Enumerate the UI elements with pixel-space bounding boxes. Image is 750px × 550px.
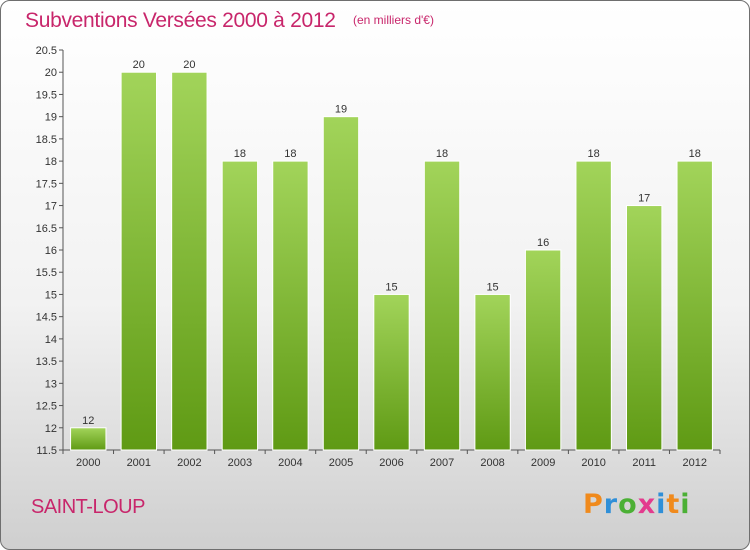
x-tick-label: 2001 bbox=[127, 457, 151, 469]
y-tick-label: 20 bbox=[45, 67, 57, 79]
y-tick-label: 17.5 bbox=[36, 178, 57, 190]
bar bbox=[70, 427, 107, 451]
x-tick-label: 2010 bbox=[581, 457, 605, 469]
data-label: 20 bbox=[133, 59, 145, 71]
data-label: 18 bbox=[436, 148, 448, 160]
bar bbox=[272, 160, 309, 451]
y-tick-label: 18.5 bbox=[36, 134, 57, 146]
y-tick-label: 14.5 bbox=[36, 312, 57, 324]
data-label: 19 bbox=[335, 104, 347, 116]
data-label: 18 bbox=[689, 148, 701, 160]
chart-subtitle: (en milliers d'€) bbox=[353, 13, 434, 27]
x-tick-label: 2006 bbox=[379, 457, 403, 469]
bar bbox=[524, 249, 562, 451]
data-label: 18 bbox=[588, 148, 600, 160]
bar bbox=[676, 160, 713, 451]
y-tick-label: 18 bbox=[45, 156, 57, 168]
data-label: 17 bbox=[638, 193, 650, 205]
commune-name: SAINT-LOUP bbox=[31, 496, 145, 518]
data-label: 20 bbox=[183, 59, 195, 71]
brand-letter: o bbox=[618, 489, 638, 520]
x-tick-label: 2009 bbox=[531, 457, 555, 469]
bar bbox=[626, 205, 663, 451]
y-tick-label: 19.5 bbox=[36, 89, 57, 101]
y-tick-label: 16 bbox=[45, 245, 57, 257]
y-tick-label: 11.5 bbox=[36, 445, 57, 457]
y-tick-label: 12 bbox=[45, 423, 57, 435]
x-tick-label: 2012 bbox=[682, 457, 706, 469]
bar bbox=[171, 71, 208, 451]
brand-letter: P bbox=[583, 489, 604, 520]
y-tick-label: 15.5 bbox=[36, 267, 57, 279]
data-label: 15 bbox=[385, 281, 397, 293]
x-tick-label: 2000 bbox=[76, 457, 100, 469]
y-tick-label: 12.5 bbox=[36, 401, 57, 413]
brand-letter: x bbox=[637, 489, 657, 520]
x-tick-label: 2007 bbox=[430, 457, 454, 469]
data-label: 16 bbox=[537, 237, 549, 249]
brand-logo: Proxiti bbox=[583, 489, 691, 520]
x-tick-label: 2002 bbox=[177, 457, 201, 469]
y-tick-label: 16.5 bbox=[36, 223, 57, 235]
bar bbox=[575, 160, 612, 451]
brand-letter: r bbox=[603, 489, 619, 520]
data-label: 15 bbox=[486, 281, 498, 293]
y-tick-label: 20.5 bbox=[36, 45, 57, 57]
brand-letter: t bbox=[666, 489, 681, 520]
y-tick-label: 17 bbox=[45, 201, 57, 213]
y-tick-label: 15 bbox=[45, 289, 57, 301]
y-tick-label: 19 bbox=[45, 112, 57, 124]
brand-letter: i bbox=[656, 489, 667, 520]
brand-letter: i bbox=[680, 489, 691, 520]
y-tick-label: 13 bbox=[45, 378, 57, 390]
data-label: 18 bbox=[234, 148, 246, 160]
bar bbox=[373, 293, 410, 451]
bar bbox=[120, 71, 157, 451]
x-tick-label: 2005 bbox=[329, 457, 353, 469]
chart-title: Subventions Versées 2000 à 2012 bbox=[25, 9, 336, 32]
x-tick-label: 2004 bbox=[278, 457, 302, 469]
bar bbox=[474, 293, 511, 451]
data-label: 18 bbox=[284, 148, 296, 160]
y-tick-label: 13.5 bbox=[36, 356, 57, 368]
x-tick-label: 2008 bbox=[480, 457, 504, 469]
x-tick-label: 2003 bbox=[228, 457, 252, 469]
bar bbox=[221, 160, 259, 451]
y-tick-label: 14 bbox=[45, 334, 57, 346]
data-label: 12 bbox=[82, 415, 94, 427]
bar bbox=[322, 116, 360, 451]
x-tick-label: 2011 bbox=[632, 457, 656, 469]
bar bbox=[423, 160, 461, 451]
